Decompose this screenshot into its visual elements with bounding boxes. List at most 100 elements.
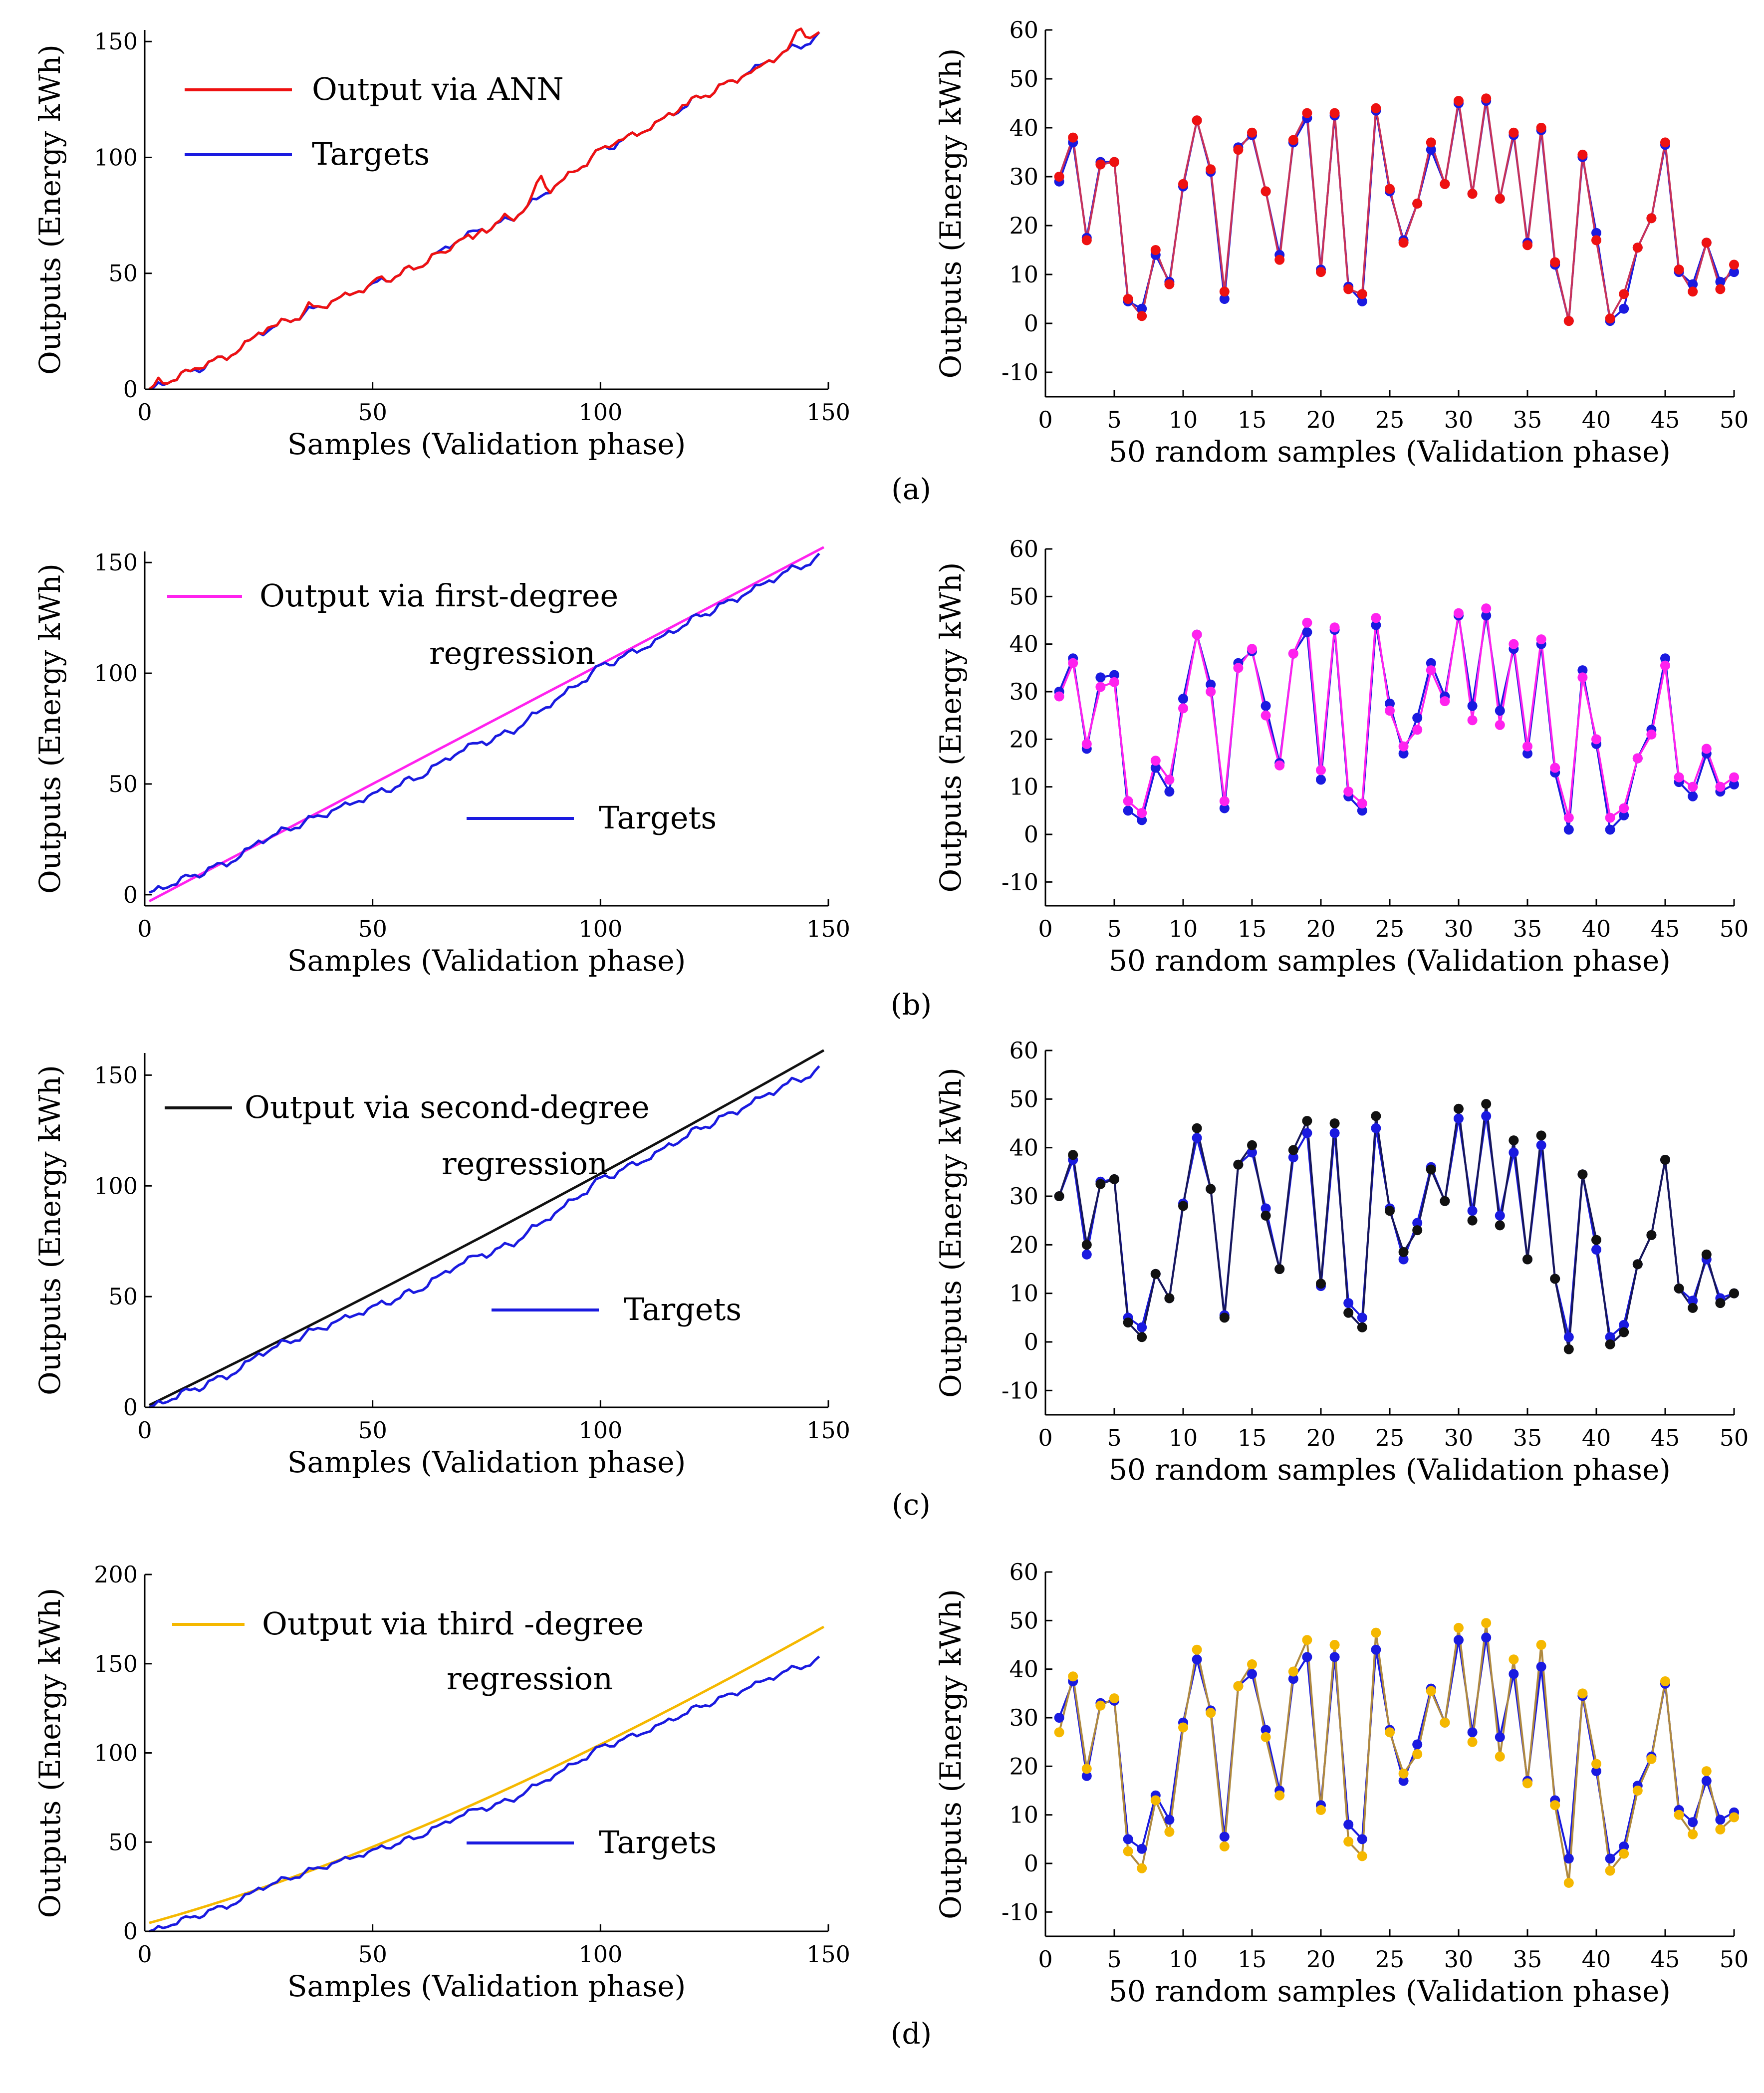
output-point — [1385, 184, 1395, 194]
x-tick-label: 10 — [1169, 1946, 1198, 1973]
output-point — [1536, 1130, 1546, 1141]
output-point — [1495, 1751, 1505, 1762]
output-point — [1577, 1169, 1588, 1180]
output-point — [1371, 613, 1381, 623]
output-point — [1591, 235, 1601, 246]
target-point — [1329, 1652, 1340, 1662]
output-point — [1164, 1293, 1175, 1304]
y-tick-label: 50 — [108, 1283, 138, 1310]
target-point — [1426, 145, 1436, 155]
x-tick-label: 15 — [1238, 1424, 1267, 1451]
target-point — [1357, 1834, 1367, 1844]
output-point — [1150, 245, 1161, 255]
output-point — [1398, 1768, 1409, 1779]
legend-label-line2: regression — [447, 1660, 613, 1697]
panel-label-d: (d) — [891, 2017, 932, 2051]
target-point — [1536, 1661, 1546, 1672]
output-point — [1632, 1259, 1643, 1270]
target-point — [1605, 1332, 1615, 1342]
target-point — [1591, 1245, 1601, 1255]
output-point — [1688, 1303, 1698, 1313]
output-point — [1536, 1640, 1546, 1650]
output-point — [1385, 706, 1395, 716]
y-tick-label: 200 — [94, 1561, 138, 1588]
x-tick-label: 25 — [1375, 1946, 1405, 1973]
output-point — [1426, 1686, 1436, 1696]
target-point — [1123, 1834, 1133, 1844]
output-point — [1440, 1196, 1450, 1206]
x-tick-label: 40 — [1582, 1424, 1611, 1451]
output-point — [1398, 1247, 1409, 1257]
x-axis-label: Samples (Validation phase) — [287, 944, 686, 978]
target-point — [1619, 1841, 1629, 1851]
target-point — [1412, 713, 1423, 723]
output-point — [1591, 1759, 1601, 1769]
output-point — [1619, 1327, 1629, 1337]
output-point — [1550, 1800, 1560, 1811]
target-point — [1260, 1725, 1271, 1735]
output-point — [1081, 739, 1092, 749]
target-point — [1219, 803, 1230, 813]
output-point — [1192, 1644, 1202, 1655]
output-point — [1426, 1164, 1436, 1175]
y-axis-label: Outputs (Energy kWh) — [33, 1065, 67, 1395]
target-point — [1357, 296, 1367, 306]
target-point — [1715, 1815, 1726, 1825]
target-point — [1137, 303, 1147, 314]
target-point — [1701, 1776, 1712, 1786]
y-tick-label: 10 — [1009, 1802, 1038, 1829]
output-point — [1316, 1805, 1326, 1815]
x-tick-label: 35 — [1513, 406, 1542, 433]
output-point — [1563, 812, 1574, 823]
output-point — [1219, 286, 1230, 297]
output-point — [1288, 1666, 1298, 1677]
output-point — [1481, 1099, 1492, 1109]
x-tick-label: 20 — [1306, 1946, 1336, 1973]
x-tick-label: 30 — [1444, 915, 1474, 942]
output-point — [1343, 1308, 1354, 1318]
y-tick-label: 20 — [1009, 726, 1038, 753]
x-tick-label: 20 — [1306, 1424, 1336, 1451]
output-point — [1467, 189, 1478, 199]
y-tick-label: 0 — [123, 376, 138, 403]
series-line — [149, 552, 820, 894]
output-point — [1522, 1778, 1532, 1789]
output-point — [1660, 1676, 1670, 1686]
target-point — [1619, 303, 1629, 314]
output-point — [1192, 115, 1202, 126]
y-tick-label: 10 — [1009, 1280, 1038, 1307]
y-tick-label: 30 — [1009, 1704, 1038, 1731]
x-tick-label: 0 — [1038, 1946, 1052, 1973]
output-point — [1247, 127, 1257, 138]
output-point — [1357, 289, 1367, 299]
output-point — [1674, 264, 1684, 275]
y-tick-label: -10 — [1002, 359, 1038, 386]
y-tick-label: -10 — [1002, 1898, 1038, 1925]
output-point — [1095, 1700, 1106, 1711]
x-tick-label: 40 — [1582, 1946, 1611, 1973]
output-point — [1619, 289, 1629, 299]
output-point — [1371, 1627, 1381, 1638]
output-point — [1454, 96, 1464, 106]
legend-label: Output via third -degree — [262, 1605, 644, 1642]
y-tick-label: -10 — [1002, 868, 1038, 895]
target-point — [1329, 1128, 1340, 1138]
y-tick-label: 60 — [1009, 16, 1038, 43]
x-axis-label: 50 random samples (Validation phase) — [1109, 435, 1671, 469]
output-point — [1509, 1135, 1519, 1146]
output-point — [1605, 812, 1615, 823]
output-point — [1481, 1618, 1492, 1628]
output-point — [1329, 1118, 1340, 1128]
target-point — [1563, 1853, 1574, 1864]
output-point — [1054, 172, 1064, 182]
x-tick-label: 0 — [1038, 1424, 1052, 1451]
target-point — [1178, 694, 1188, 704]
target-point — [1054, 1713, 1064, 1723]
y-tick-label: 150 — [94, 28, 138, 55]
x-tick-label: 0 — [137, 1417, 152, 1444]
output-point — [1178, 703, 1188, 714]
output-point — [1302, 617, 1312, 628]
target-point — [1192, 1654, 1202, 1665]
output-point — [1371, 103, 1381, 113]
output-point — [1646, 1230, 1657, 1240]
